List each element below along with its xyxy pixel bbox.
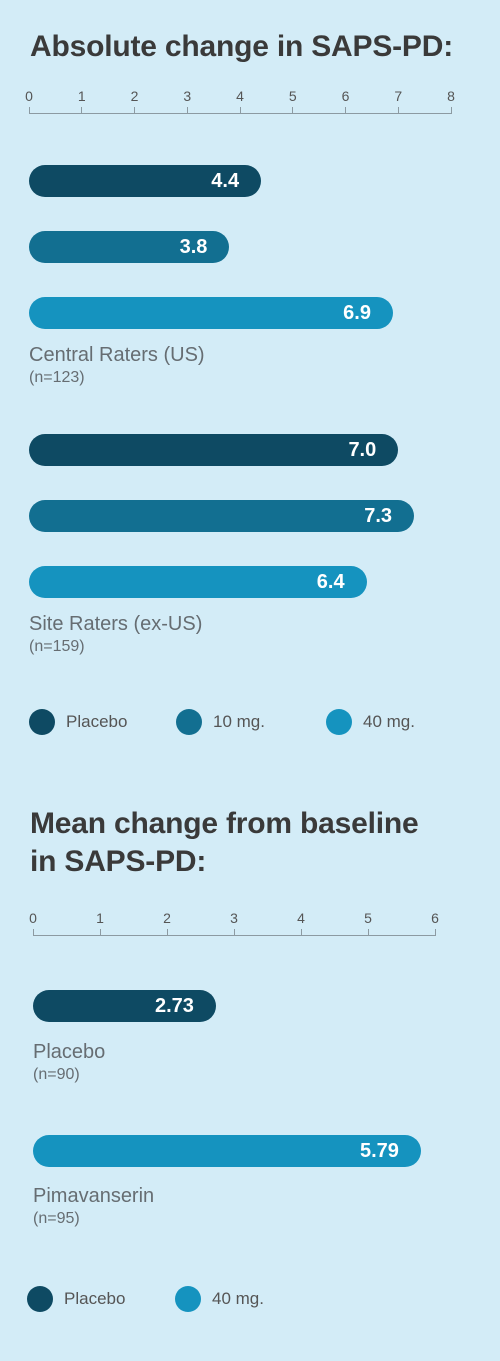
chart1-title: Absolute change in SAPS-PD: — [30, 30, 453, 63]
bar-40-mg: 6.4 — [29, 566, 367, 598]
group-label: Pimavanserin — [33, 1185, 155, 1207]
bar-40-mg: 5.79 — [33, 1135, 421, 1167]
bar-value-label: 7.0 — [348, 439, 377, 461]
bar-placebo: 7.0 — [29, 434, 399, 466]
x-tick-label: 0 — [29, 910, 37, 926]
legend-swatch — [29, 709, 55, 735]
bar-placebo: 4.4 — [29, 165, 262, 197]
x-axis-tick — [81, 107, 83, 114]
x-axis-tick — [233, 929, 235, 936]
bar-value-label: 5.79 — [359, 1140, 399, 1162]
chart2-x-axis: 0 1 2 3 4 5 6 — [29, 910, 439, 942]
x-axis-tick — [367, 929, 369, 936]
bar-placebo: 2.73 — [33, 990, 216, 1022]
x-tick-label: 8 — [447, 88, 455, 104]
x-tick-label: 2 — [163, 910, 171, 926]
x-tick-label: 1 — [77, 88, 86, 104]
x-axis-tick — [300, 929, 302, 936]
x-axis-tick — [397, 107, 399, 114]
chart2-title-line1: Mean change from baseline — [30, 807, 419, 840]
group-label: Placebo — [33, 1041, 106, 1063]
bar-value-label: 6.9 — [343, 302, 371, 324]
bar-value-label: 4.4 — [211, 170, 240, 192]
chart1-x-axis: 0 1 2 3 4 5 6 7 8 — [25, 88, 455, 120]
bar-value-label: 3.8 — [179, 236, 208, 258]
x-tick-label: 2 — [130, 88, 139, 104]
x-tick-label: 0 — [25, 88, 33, 104]
x-axis-tick — [32, 929, 34, 936]
x-tick-label: 4 — [236, 88, 244, 104]
x-tick-label: 7 — [394, 88, 403, 104]
bar-value-label: 6.4 — [316, 571, 345, 593]
x-axis-tick — [450, 107, 452, 114]
x-axis-tick — [186, 107, 188, 114]
x-axis-tick — [292, 107, 294, 114]
x-tick-label: 3 — [183, 88, 192, 104]
bar-value-label: 2.73 — [154, 995, 194, 1017]
bar-40-mg: 6.9 — [29, 297, 393, 329]
bar-10-mg: 3.8 — [29, 231, 230, 263]
legend-label: Placebo — [64, 1289, 126, 1308]
x-axis-tick — [239, 107, 241, 114]
group-sample-size: (n=95) — [33, 1210, 80, 1227]
chart2-title: Mean change from baseline in SAPS-PD: — [30, 805, 419, 881]
group-label: Site Raters (ex-US) — [29, 613, 203, 635]
chart2-title-line2: in SAPS-PD: — [30, 845, 207, 878]
bar-value-label: 7.3 — [364, 505, 393, 527]
x-tick-label: 5 — [288, 88, 297, 104]
x-tick-label: 3 — [230, 910, 238, 926]
x-axis-tick — [434, 929, 436, 936]
legend-swatch — [176, 709, 202, 735]
legend-swatch — [175, 1286, 201, 1312]
x-axis-tick — [134, 107, 135, 114]
x-tick-label: 4 — [297, 910, 305, 926]
x-axis-tick — [345, 107, 346, 114]
legend-label: 40 mg. — [363, 712, 415, 731]
x-tick-label: 5 — [364, 910, 372, 926]
legend-swatch — [326, 709, 352, 735]
group-sample-size: (n=123) — [29, 369, 85, 386]
legend-label: Placebo — [66, 712, 128, 731]
legend-label: 40 mg. — [212, 1289, 264, 1308]
x-axis-tick — [166, 929, 168, 936]
x-axis-tick — [99, 929, 101, 936]
x-tick-label: 6 — [341, 88, 350, 104]
group-label: Central Raters (US) — [29, 344, 205, 366]
legend-swatch — [27, 1286, 53, 1312]
group-sample-size: (n=159) — [29, 638, 85, 655]
x-axis-tick — [28, 107, 30, 114]
group-sample-size: (n=90) — [33, 1066, 80, 1083]
bar-10-mg: 7.3 — [29, 500, 415, 532]
x-tick-label: 1 — [96, 910, 104, 926]
legend-label: 10 mg. — [213, 712, 265, 731]
x-tick-label: 6 — [431, 910, 439, 926]
